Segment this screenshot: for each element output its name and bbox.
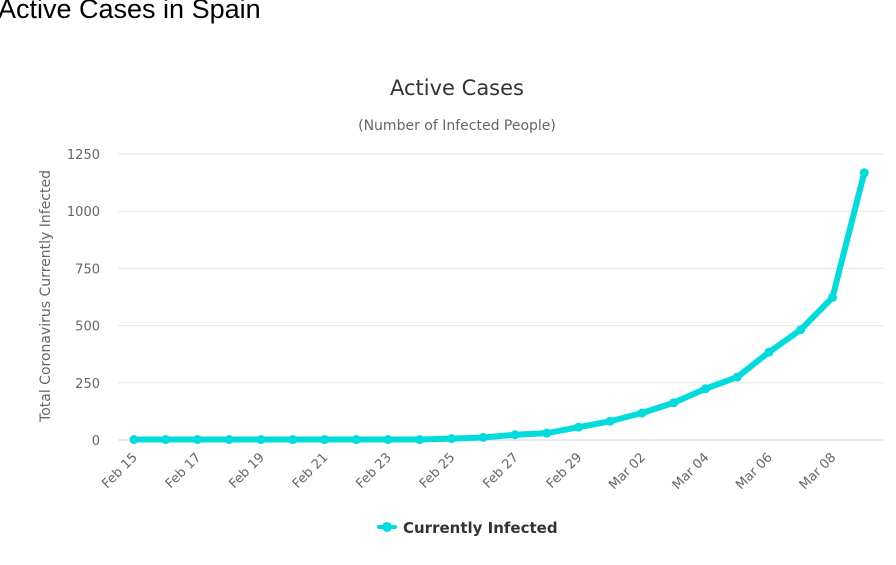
data-point[interactable] (510, 430, 520, 440)
x-tick-label: Feb 21 (290, 450, 332, 492)
x-tick-label: Mar 04 (670, 450, 713, 493)
data-point[interactable] (605, 416, 615, 426)
data-point[interactable] (701, 384, 710, 394)
data-point[interactable] (447, 434, 456, 444)
legend-label[interactable]: Currently Infected (403, 519, 558, 537)
data-point[interactable] (478, 432, 488, 442)
data-point[interactable] (351, 435, 361, 445)
y-tick-label: 0 (92, 434, 100, 449)
data-point[interactable] (859, 168, 869, 178)
data-point[interactable] (288, 435, 298, 445)
series-markers (129, 168, 869, 445)
data-point[interactable] (828, 292, 837, 302)
data-point[interactable] (224, 435, 234, 445)
x-tick-label: Mar 06 (733, 450, 776, 493)
data-point[interactable] (796, 325, 806, 335)
x-tick-label: Feb 27 (480, 450, 522, 492)
x-tick-label: Mar 08 (797, 450, 840, 493)
series-line-currently-infected (131, 169, 868, 443)
y-axis-title: Total Coronavirus Currently Infected (38, 170, 54, 423)
y-axis-ticks: 0 250 500 750 1000 1250 (67, 148, 100, 449)
legend-marker-icon (382, 522, 392, 532)
data-point[interactable] (574, 422, 583, 432)
chart-subtitle: (Number of Infected People) (358, 118, 556, 134)
x-tick-label: Feb 29 (544, 450, 586, 492)
data-point[interactable] (129, 435, 139, 445)
x-tick-label: Feb 17 (163, 450, 205, 492)
page-title: Active Cases in Spain (0, 0, 261, 24)
data-point[interactable] (161, 435, 171, 445)
y-tick-label: 250 (75, 377, 100, 392)
data-point[interactable] (542, 428, 552, 438)
data-point[interactable] (320, 435, 329, 445)
chart-title: Active Cases (390, 76, 524, 100)
y-tick-label: 1000 (67, 205, 100, 220)
data-point[interactable] (764, 347, 774, 357)
data-point[interactable] (637, 408, 647, 418)
y-tick-label: 1250 (67, 148, 100, 163)
gridlines (118, 153, 884, 384)
x-axis-ticks: Feb 15 Feb 17 Feb 19 Feb 21 Feb 23 Feb 25 Feb … (99, 450, 839, 493)
data-point[interactable] (193, 435, 202, 445)
legend[interactable]: Currently Infected (377, 519, 558, 537)
y-tick-label: 750 (75, 262, 100, 277)
x-tick-label: Feb 15 (99, 450, 141, 492)
x-tick-label: Mar 02 (606, 450, 649, 493)
data-point[interactable] (732, 372, 742, 382)
y-tick-label: 500 (75, 320, 100, 335)
x-tick-label: Feb 25 (417, 450, 459, 492)
data-point[interactable] (383, 435, 393, 445)
data-point[interactable] (669, 398, 679, 408)
data-point[interactable] (415, 435, 425, 445)
x-tick-label: Feb 19 (226, 450, 268, 492)
data-point[interactable] (256, 435, 266, 445)
x-tick-label: Feb 23 (353, 450, 395, 492)
